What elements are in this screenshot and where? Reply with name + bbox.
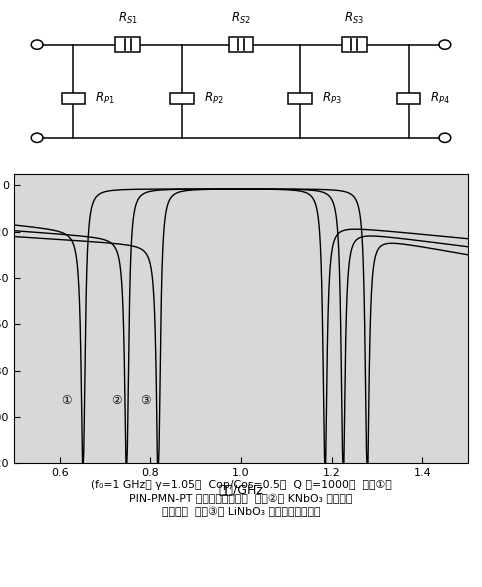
Text: $R_{S1}$: $R_{S1}$: [118, 11, 138, 26]
Bar: [288, 93, 312, 104]
Bar: [342, 37, 367, 52]
Text: ①: ①: [61, 394, 72, 407]
Bar: [115, 37, 140, 52]
Text: ③: ③: [141, 394, 151, 407]
Text: (f₀=1 GHz， γ=1.05，  Cop/Cos=0.5，  Q 値=1000，  曲线①为
PIN-PMN-PT 材料的频率响应，  曲线②为 KNbO: (f₀=1 GHz， γ=1.05， Cop/Cos=0.5， Q 値=1000…: [91, 480, 391, 517]
X-axis label: 频率/GHz: 频率/GHz: [218, 484, 264, 497]
Bar: [62, 93, 85, 104]
Text: ②: ②: [111, 394, 121, 407]
Text: $R_{S2}$: $R_{S2}$: [231, 11, 251, 26]
Text: $R_{P2}$: $R_{P2}$: [204, 91, 224, 106]
Text: $R_{P1}$: $R_{P1}$: [95, 91, 115, 106]
Bar: [170, 93, 194, 104]
Text: $R_{P4}$: $R_{P4}$: [430, 91, 450, 106]
Text: $R_{P3}$: $R_{P3}$: [321, 91, 341, 106]
Bar: [397, 93, 420, 104]
Text: $R_{S3}$: $R_{S3}$: [344, 11, 364, 26]
Bar: [228, 37, 254, 52]
